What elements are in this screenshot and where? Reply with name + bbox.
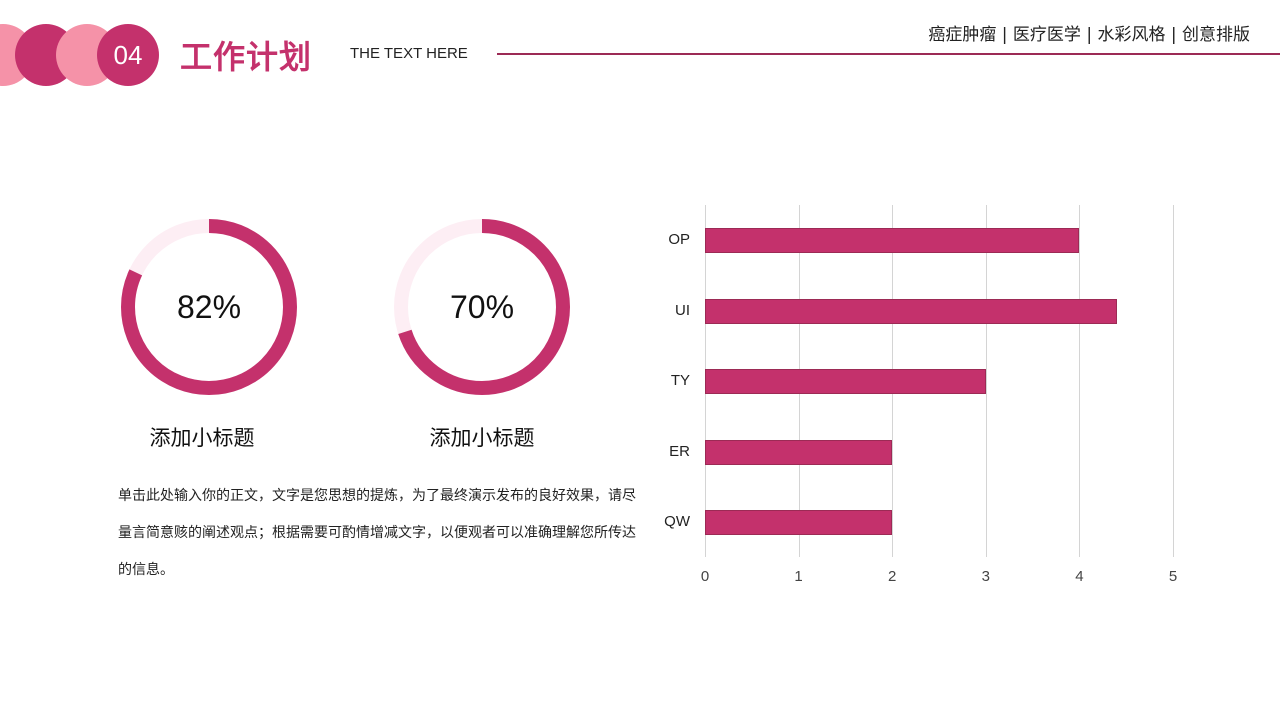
donut-2-caption: 添加小标题	[429, 426, 535, 450]
x-tick-label: 0	[700, 568, 710, 585]
bar-ui	[705, 298, 1117, 324]
x-tick-label: 1	[794, 568, 803, 585]
category-label: UI	[675, 301, 690, 319]
page-title: 工作计划	[180, 38, 313, 76]
x-tick-label: 2	[888, 568, 897, 585]
x-tick-label: 5	[1168, 568, 1178, 585]
category-label: OP	[668, 231, 690, 248]
horizontal-bar-chart: 0 1 2 3 4 5 OP UI TY ER QW	[640, 200, 1240, 600]
bar-ty	[705, 369, 986, 394]
donut-1-caption: 添加小标题	[149, 426, 255, 450]
donut-chart-2: 70%	[390, 215, 574, 399]
gridline	[1173, 205, 1174, 557]
section-number-badge: 04	[97, 24, 159, 86]
gridline	[985, 205, 987, 557]
category-label: ER	[669, 442, 690, 460]
header-divider	[497, 53, 1280, 55]
page-subtitle: THE TEXT HERE	[350, 45, 468, 62]
category-label: QW	[664, 513, 690, 530]
donut-chart-1: 82%	[117, 215, 301, 399]
donut-2-value: 70%	[449, 288, 515, 325]
bar-er	[705, 439, 893, 465]
donut-1-value: 82%	[176, 288, 242, 325]
gridline	[1079, 205, 1081, 557]
bar-op	[705, 228, 1080, 253]
x-tick-label: 4	[1075, 568, 1084, 585]
header-tags: 癌症肿瘤 | 医疗医学 | 水彩风格 | 创意排版	[928, 25, 1250, 45]
body-paragraph: 单击此处输入你的正文，文字是您思想的提炼，为了最终演示发布的良好效果，请尽量言简…	[118, 488, 636, 578]
x-tick-label: 3	[981, 568, 990, 585]
category-label: TY	[670, 372, 690, 389]
bar-qw	[705, 510, 893, 535]
